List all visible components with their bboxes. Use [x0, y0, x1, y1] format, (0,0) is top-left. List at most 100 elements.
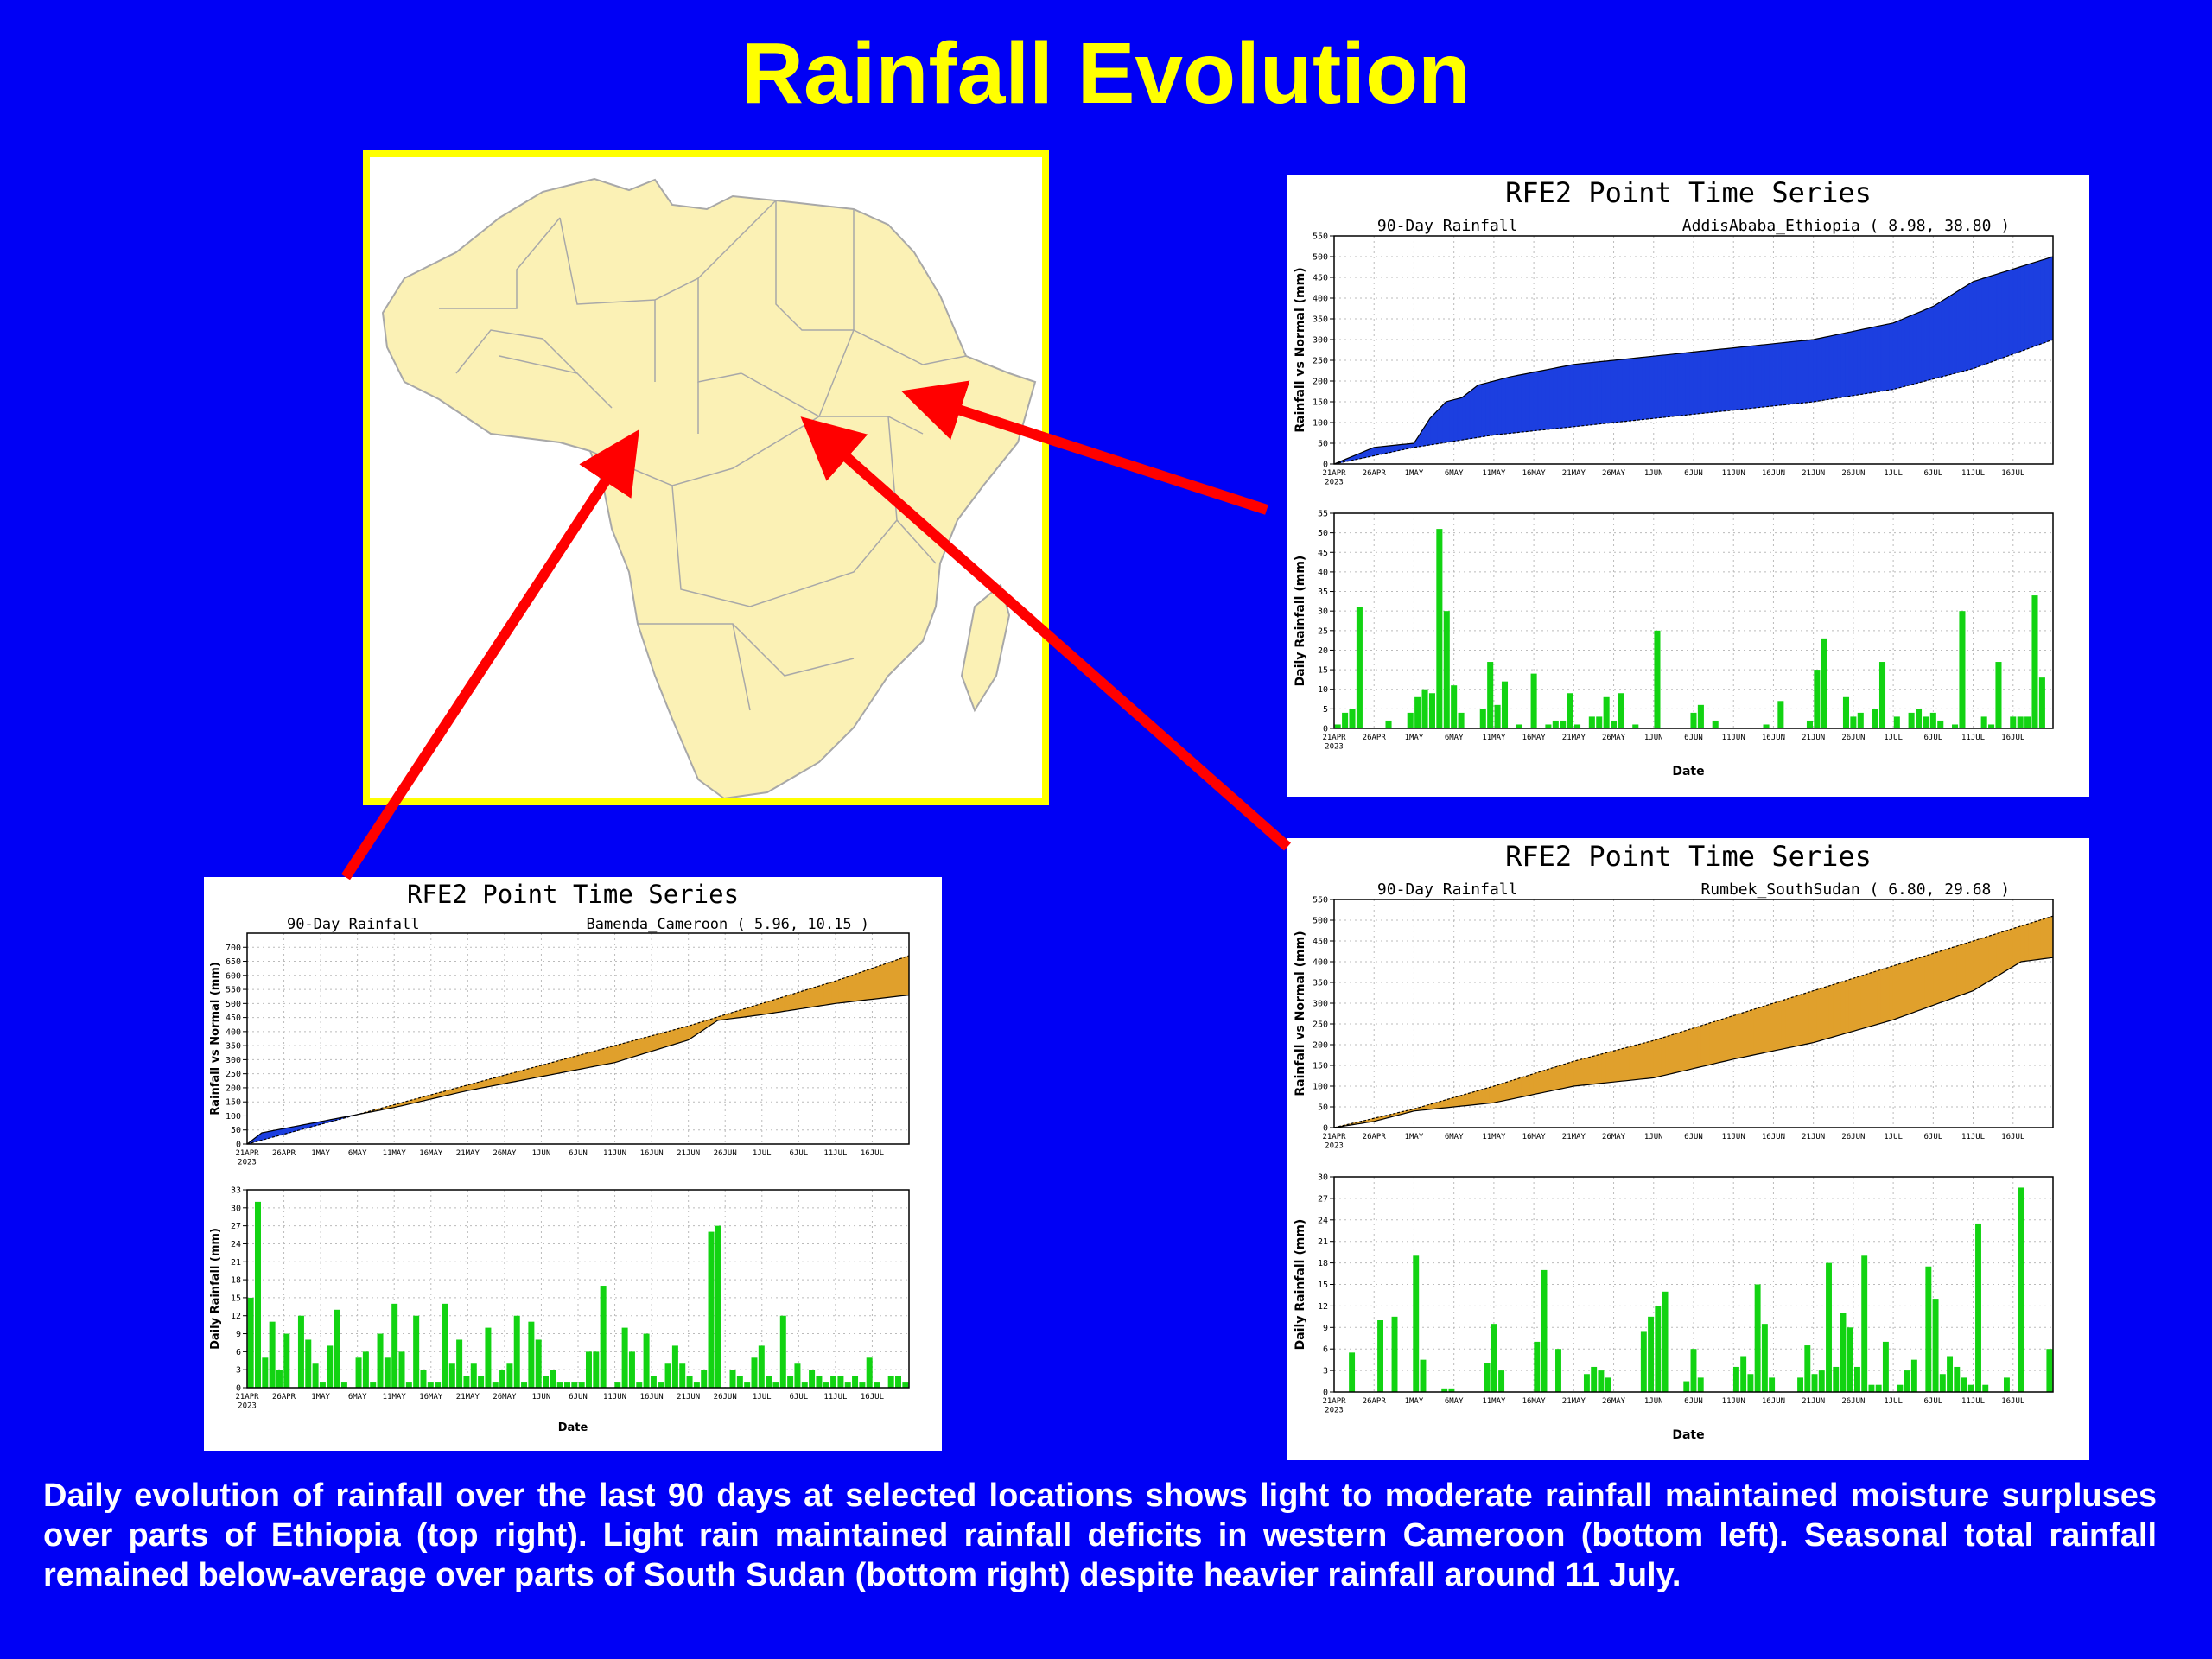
- daily-bar: [1443, 611, 1450, 728]
- rainfall-normal-band: [2037, 919, 2042, 960]
- x-tick-label: 16JUN: [1762, 734, 1785, 742]
- rainfall-normal-band: [846, 976, 851, 1003]
- daily-bar: [1959, 611, 1966, 728]
- x-tick-label: 21MAY: [1562, 734, 1586, 742]
- y-tick-label: 200: [1313, 378, 1328, 387]
- rainfall-normal-band: [1553, 367, 1559, 429]
- x-tick-label: 16JUN: [1762, 1133, 1785, 1141]
- rainfall-normal-band: [1621, 359, 1626, 423]
- rainfall-normal-band: [1529, 372, 1535, 432]
- x-tick-label: 26APR: [1363, 1397, 1387, 1406]
- daily-bar: [535, 1339, 542, 1388]
- y-tick-label: 400: [226, 1027, 241, 1037]
- x-tick-label: 1JUL: [753, 1149, 772, 1158]
- rainfall-normal-band: [1505, 1080, 1510, 1101]
- rainfall-normal-band: [1813, 988, 1818, 1043]
- rainfall-normal-band: [1673, 353, 1678, 417]
- daily-bar: [571, 1382, 578, 1388]
- daily-bar: [564, 1382, 571, 1388]
- x-tick-label: 26APR: [1363, 1133, 1387, 1141]
- x-tick-label: 11JUN: [603, 1149, 626, 1158]
- daily-bar: [1806, 720, 1813, 728]
- rainfall-normal-band: [2017, 266, 2022, 353]
- daily-bar: [1534, 1341, 1541, 1392]
- rainfall-normal-band: [1996, 931, 2002, 977]
- rainfall-normal-band: [1446, 1098, 1451, 1109]
- rainfall-normal-band: [857, 971, 861, 1001]
- y-tick-label: 27: [231, 1222, 241, 1231]
- rainfall-normal-band: [1729, 1014, 1734, 1061]
- rainfall-normal-band: [1657, 1037, 1662, 1077]
- rainfall-normal-band: [1889, 965, 1894, 1021]
- rainfall-normal-band: [1753, 345, 1758, 409]
- x-tick-label: 6MAY: [1445, 469, 1464, 478]
- daily-bar: [283, 1333, 290, 1388]
- rainfall-normal-band: [1885, 323, 1890, 391]
- y-axis-label: Daily Rainfall (mm): [1294, 1219, 1307, 1351]
- y-tick-label: 0: [1323, 1389, 1328, 1398]
- y-tick-label: 10: [1318, 685, 1328, 695]
- x-tick-label: 21MAY: [1562, 1397, 1586, 1406]
- x-tick-label: 6MAY: [1445, 1397, 1464, 1406]
- rainfall-normal-band: [1909, 314, 1914, 386]
- x-tick-label: 6JUL: [1923, 734, 1942, 742]
- x-tick-label: 11JUN: [603, 1393, 626, 1402]
- rainfall-normal-band: [1904, 315, 1910, 387]
- rainfall-normal-band: [1453, 398, 1459, 442]
- rainfall-normal-band: [1808, 990, 1814, 1044]
- rainfall-normal-band: [632, 1039, 638, 1058]
- rainfall-normal-band: [1709, 1021, 1714, 1065]
- x-tick-label: 6JUN: [1684, 1397, 1703, 1406]
- rainfall-normal-band: [1956, 944, 1961, 997]
- daily-bar: [1458, 712, 1465, 728]
- daily-bar: [1498, 1370, 1505, 1392]
- x-tick-label: 6JUN: [1684, 469, 1703, 478]
- y-tick-label: 25: [1318, 626, 1328, 636]
- y-tick-label: 700: [226, 944, 241, 953]
- rainfall-normal-band: [1521, 373, 1527, 433]
- y-tick-label: 50: [1318, 440, 1328, 449]
- daily-bar: [593, 1351, 600, 1388]
- rainfall-normal-band: [875, 965, 880, 1000]
- x-axis-label: Date: [558, 1421, 588, 1434]
- rainfall-normal-band: [1510, 1079, 1515, 1100]
- x-tick-label: 1JUN: [532, 1393, 551, 1402]
- rainfall-normal-band: [1773, 342, 1778, 407]
- rainfall-normal-band: [1473, 1090, 1478, 1105]
- plot-frame: [246, 1189, 910, 1389]
- rainfall-normal-band: [1801, 993, 1806, 1046]
- daily-bar: [715, 1225, 721, 1388]
- daily-bar: [2031, 595, 2038, 728]
- daily-bar: [405, 1382, 412, 1388]
- rainfall-normal-band: [1833, 334, 1838, 399]
- rainfall-normal-band: [761, 1001, 766, 1015]
- y-tick-label: 200: [226, 1084, 241, 1093]
- x-tick-label: 16JUL: [861, 1149, 884, 1158]
- x-tick-label: 26JUN: [714, 1149, 737, 1158]
- x-tick-label: 11JUL: [1961, 469, 1985, 478]
- rainfall-normal-band: [1973, 939, 1978, 992]
- rainfall-normal-band: [758, 1002, 763, 1016]
- rainfall-normal-band: [1968, 940, 1974, 993]
- rainfall-normal-band: [1961, 286, 1966, 372]
- daily-bar: [1857, 712, 1864, 728]
- x-tick-label: 6JUL: [789, 1149, 808, 1158]
- daily-bar: [1833, 1366, 1840, 1392]
- rainfall-normal-band: [1732, 346, 1738, 410]
- rainfall-normal-band: [1485, 381, 1491, 437]
- rainfall-normal-band: [1848, 331, 1854, 397]
- rainfall-normal-band: [868, 968, 873, 1001]
- x-tick-label: 26APR: [272, 1393, 296, 1402]
- rainfall-normal-band: [595, 1049, 601, 1067]
- rainfall-normal-band: [1585, 362, 1591, 426]
- rainfall-normal-band: [1617, 1048, 1623, 1083]
- rainfall-normal-band: [1929, 306, 1934, 381]
- daily-bar: [621, 1327, 628, 1388]
- rainfall-normal-band: [1669, 1033, 1675, 1075]
- daily-bar: [1648, 1316, 1655, 1392]
- x-tick-label: 1JUN: [1644, 1133, 1663, 1141]
- chart-ethiopia: RFE2 Point Time Series 90-Day Rainfall Add…: [1287, 175, 2089, 797]
- x-tick-label: 16JUN: [1762, 469, 1785, 478]
- rainfall-normal-band: [853, 973, 858, 1002]
- daily-bar: [521, 1382, 528, 1388]
